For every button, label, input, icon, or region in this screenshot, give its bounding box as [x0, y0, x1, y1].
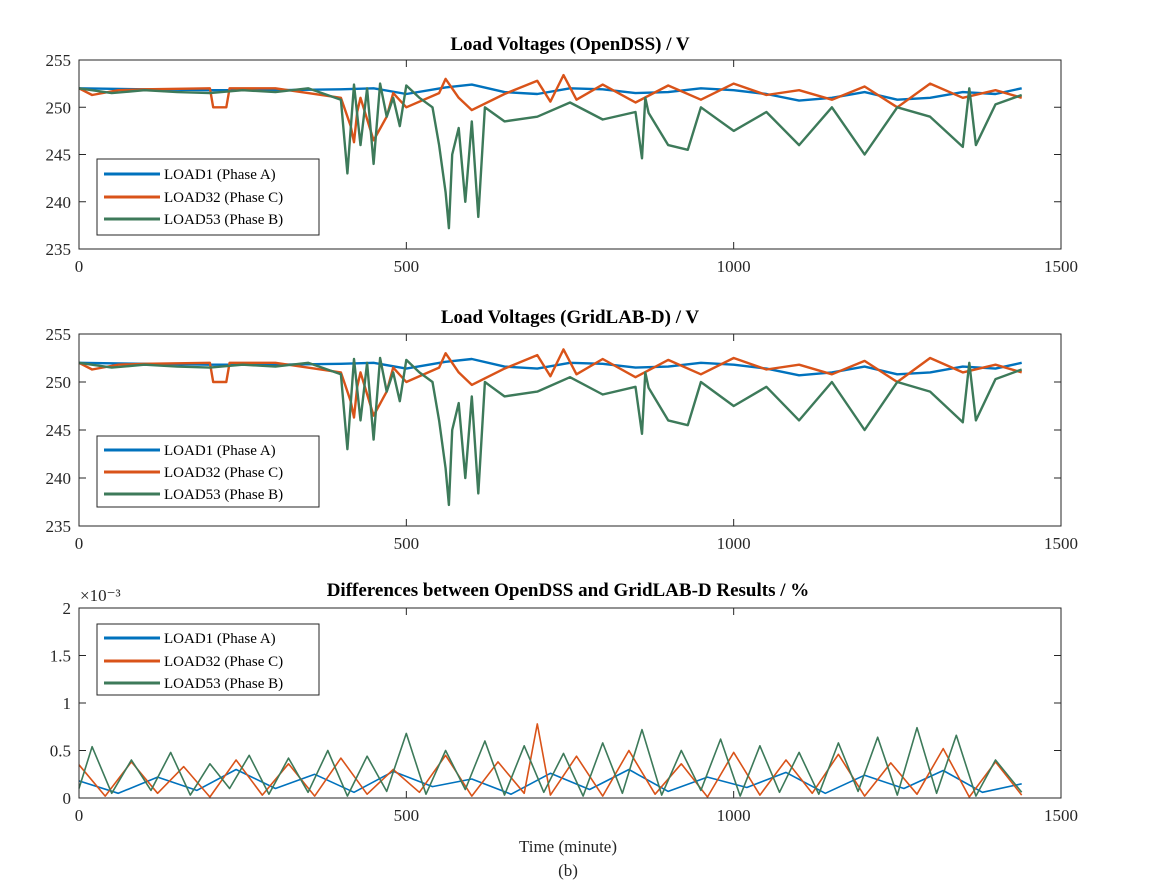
x-tick-label: 1000	[717, 806, 751, 825]
x-axis-label: Time (minute)	[519, 837, 617, 856]
legend-label-load53: LOAD53 (Phase B)	[164, 212, 283, 228]
x-tick-label: 500	[394, 257, 420, 276]
legend-label-load53: LOAD53 (Phase B)	[164, 676, 283, 692]
series-line-load53	[78, 356, 1023, 507]
legend: LOAD1 (Phase A) LOAD32 (Phase C) LOAD53 …	[96, 623, 320, 696]
series-line-load1	[78, 83, 1022, 102]
legend: LOAD1 (Phase A) LOAD32 (Phase C) LOAD53 …	[96, 158, 320, 236]
series-line-load1	[78, 357, 1022, 377]
x-tick-label: 500	[394, 806, 420, 825]
panel-title: Load Voltages (OpenDSS) / V	[450, 34, 690, 55]
y-tick-label: 1	[63, 694, 72, 713]
x-tick-label: 0	[75, 257, 84, 276]
difference-panel: Differences between OpenDSS and GridLAB-…	[50, 580, 1078, 856]
series-group	[78, 73, 1023, 230]
x-tick-label: 0	[75, 534, 84, 553]
y-tick-label: 250	[46, 98, 72, 117]
gridlabd-voltage-panel: Load Voltages (GridLAB-D) / V 0 500 1000 15…	[46, 307, 1079, 553]
series-group	[78, 723, 1023, 798]
y-tick-label: 0	[63, 789, 72, 808]
legend-label-load32: LOAD32 (Phase C)	[164, 654, 283, 670]
y-tick-label: 250	[46, 373, 72, 392]
y-tick-label: 235	[46, 240, 72, 259]
tick-group: 0 500 1000 1500 0 0.5 1 1.5 2	[50, 599, 1078, 825]
y-tick-label: 240	[46, 469, 72, 488]
legend-label-load32: LOAD32 (Phase C)	[164, 465, 283, 481]
series-line-load32	[78, 348, 1023, 419]
legend-label-load32: LOAD32 (Phase C)	[164, 190, 283, 206]
y-tick-label: 0.5	[50, 742, 71, 761]
panel-title: Differences between OpenDSS and GridLAB-…	[327, 580, 810, 601]
legend-label-load53: LOAD53 (Phase B)	[164, 487, 283, 503]
x-tick-label: 1500	[1044, 257, 1078, 276]
legend-label-load1: LOAD1 (Phase A)	[164, 631, 276, 647]
y-tick-label: 2	[63, 599, 72, 618]
y-tick-label: 255	[46, 51, 72, 70]
series-line-load53	[78, 726, 1023, 797]
series-group	[78, 348, 1023, 507]
legend-label-load1: LOAD1 (Phase A)	[164, 443, 276, 459]
tick-group: 0 500 1000 1500 235 240 245 250 255	[46, 325, 1079, 553]
y-tick-label: 240	[46, 193, 72, 212]
opendss-voltage-panel: Load Voltages (OpenDSS) / V 0 500 1000 1500…	[46, 34, 1079, 276]
x-tick-label: 1500	[1044, 806, 1078, 825]
series-line-load32	[78, 723, 1023, 798]
y-tick-label: 245	[46, 421, 72, 440]
tick-group: 0 500 1000 1500 235 240 245 250 255	[46, 51, 1079, 276]
figure-caption: (b)	[558, 861, 578, 880]
y-tick-label: 255	[46, 325, 72, 344]
x-tick-label: 0	[75, 806, 84, 825]
x-tick-label: 1000	[717, 257, 751, 276]
y-tick-label: 1.5	[50, 647, 71, 666]
x-tick-label: 500	[394, 534, 420, 553]
panel-title: Load Voltages (GridLAB-D) / V	[441, 307, 700, 328]
y-exponent-label: ×10⁻³	[80, 586, 121, 605]
y-tick-label: 245	[46, 146, 72, 165]
y-tick-label: 235	[46, 517, 72, 536]
x-tick-label: 1500	[1044, 534, 1078, 553]
legend: LOAD1 (Phase A) LOAD32 (Phase C) LOAD53 …	[96, 435, 320, 508]
legend-label-load1: LOAD1 (Phase A)	[164, 167, 276, 183]
series-line-load32	[78, 73, 1023, 144]
series-line-load53	[78, 82, 1023, 230]
x-tick-label: 1000	[717, 534, 751, 553]
